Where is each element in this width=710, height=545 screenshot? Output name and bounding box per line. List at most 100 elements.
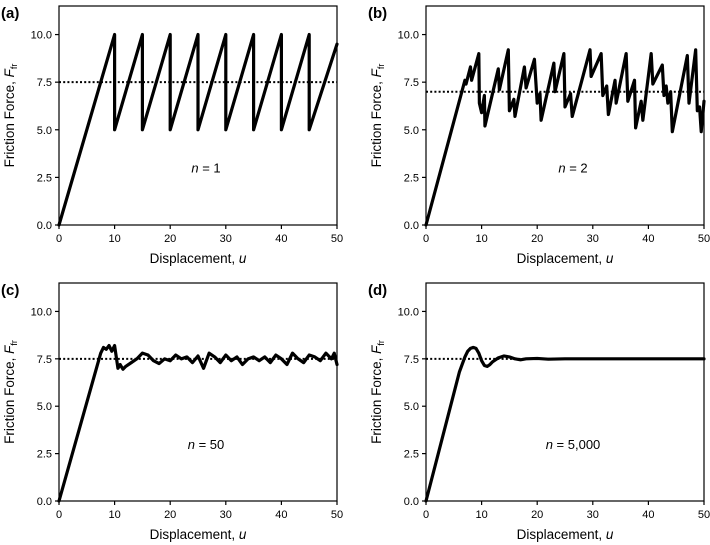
x-tick-label: 10 bbox=[108, 509, 120, 521]
x-axis-label-text: Displacement, bbox=[517, 527, 606, 542]
y-tick-label: 0.0 bbox=[37, 220, 52, 232]
y-tick-label: 0.0 bbox=[37, 496, 52, 508]
n-annotation-var: n bbox=[546, 437, 553, 452]
x-axis-label-var: u bbox=[239, 527, 247, 542]
plot-frame bbox=[58, 5, 338, 226]
x-axis-label-var: u bbox=[239, 251, 247, 266]
panel-a: 0.0 2.5 5.0 7.5 10.0 0 10 20 30 40 50 Displacement,… bbox=[1, 5, 343, 266]
panel-label: (b) bbox=[368, 5, 387, 22]
y-tick-label: 5.0 bbox=[404, 125, 419, 137]
y-tick-label: 5.0 bbox=[37, 125, 52, 137]
n-annotation: n = 5,000 bbox=[546, 437, 601, 452]
x-tick-label: 0 bbox=[423, 233, 429, 245]
panel-label: (d) bbox=[368, 282, 387, 299]
y-axis-label-sub: fr bbox=[376, 340, 386, 346]
y-tick-label: 2.5 bbox=[37, 172, 52, 184]
y-axis-label-text: Friction Force, bbox=[2, 77, 17, 167]
x-tick-label: 10 bbox=[108, 233, 120, 245]
y-axis-label-text: Friction Force, bbox=[369, 354, 384, 444]
x-tick-label: 50 bbox=[698, 233, 710, 245]
y-axis-label: Friction Force, Ffr bbox=[369, 64, 386, 168]
y-axis-label-var: F bbox=[369, 68, 384, 77]
n-annotation-var: n bbox=[188, 437, 195, 452]
y-tick-label: 2.5 bbox=[404, 449, 419, 461]
x-tick-label: 0 bbox=[423, 509, 429, 521]
x-tick-label: 30 bbox=[587, 233, 599, 245]
y-tick-label: 10.0 bbox=[31, 30, 52, 42]
x-tick-label: 20 bbox=[531, 233, 543, 245]
x-axis-label-text: Displacement, bbox=[517, 251, 606, 266]
y-tick-label: 0.0 bbox=[404, 220, 419, 232]
x-axis-label-text: Displacement, bbox=[150, 527, 239, 542]
n-annotation-var: n bbox=[191, 161, 198, 176]
x-tick-label: 0 bbox=[56, 233, 62, 245]
series-line bbox=[57, 343, 339, 503]
y-tick-label: 10.0 bbox=[398, 306, 419, 318]
y-tick-label: 7.5 bbox=[404, 354, 419, 366]
plot-frame bbox=[425, 5, 705, 226]
y-axis-label-sub: fr bbox=[9, 340, 19, 346]
y-tick-label: 5.0 bbox=[37, 401, 52, 413]
x-axis-label: Displacement, u bbox=[150, 527, 247, 542]
y-tick-label: 0.0 bbox=[404, 496, 419, 508]
y-tick-label: 7.5 bbox=[37, 354, 52, 366]
x-tick-label: 30 bbox=[220, 233, 232, 245]
n-annotation-var: n bbox=[558, 161, 565, 176]
n-annotation: n = 2 bbox=[558, 161, 587, 176]
x-axis-label: Displacement, u bbox=[517, 527, 614, 542]
plot-frame bbox=[425, 282, 705, 502]
x-tick-label: 20 bbox=[164, 233, 176, 245]
x-axis-label: Displacement, u bbox=[150, 251, 247, 266]
panel-label: (a) bbox=[1, 5, 19, 22]
x-tick-label: 40 bbox=[642, 233, 654, 245]
y-axis-label-sub: fr bbox=[376, 64, 386, 70]
y-axis-label-text: Friction Force, bbox=[369, 77, 384, 167]
n-annotation-value: = 2 bbox=[566, 161, 588, 176]
x-tick-label: 10 bbox=[475, 509, 487, 521]
x-tick-label: 20 bbox=[531, 509, 543, 521]
y-tick-label: 10.0 bbox=[398, 30, 419, 42]
series-line bbox=[424, 48, 706, 227]
y-axis-label-var: F bbox=[369, 345, 384, 354]
series-line bbox=[424, 345, 706, 503]
y-tick-label: 7.5 bbox=[37, 77, 52, 89]
y-tick-label: 2.5 bbox=[37, 449, 52, 461]
y-tick-label: 10.0 bbox=[31, 306, 52, 318]
y-axis-label: Friction Force, Ffr bbox=[2, 64, 19, 168]
plot-frame bbox=[58, 282, 338, 502]
x-tick-label: 40 bbox=[275, 509, 287, 521]
n-annotation-value: = 1 bbox=[199, 161, 221, 176]
y-axis-label-text: Friction Force, bbox=[2, 354, 17, 444]
x-tick-label: 30 bbox=[220, 509, 232, 521]
x-axis-label-var: u bbox=[606, 251, 614, 266]
x-tick-label: 50 bbox=[331, 509, 343, 521]
y-axis-label-var: F bbox=[2, 68, 17, 77]
x-tick-label: 40 bbox=[642, 509, 654, 521]
x-tick-label: 40 bbox=[275, 233, 287, 245]
n-annotation: n = 50 bbox=[188, 437, 225, 452]
x-tick-label: 0 bbox=[56, 509, 62, 521]
y-axis-label-sub: fr bbox=[9, 64, 19, 70]
n-annotation-value: = 5,000 bbox=[553, 437, 600, 452]
y-tick-label: 7.5 bbox=[404, 77, 419, 89]
y-axis-label-var: F bbox=[2, 345, 17, 354]
y-tick-label: 5.0 bbox=[404, 401, 419, 413]
panel-label: (c) bbox=[1, 282, 19, 299]
n-annotation: n = 1 bbox=[191, 161, 220, 176]
y-axis-label: Friction Force, Ffr bbox=[369, 340, 386, 444]
x-tick-label: 30 bbox=[587, 509, 599, 521]
x-axis-label-text: Displacement, bbox=[150, 251, 239, 266]
x-tick-label: 50 bbox=[698, 509, 710, 521]
x-axis-label: Displacement, u bbox=[517, 251, 614, 266]
x-tick-label: 20 bbox=[164, 509, 176, 521]
n-annotation-value: = 50 bbox=[195, 437, 224, 452]
panel-b: 0.0 2.5 5.0 7.5 10.0 0 10 20 30 40 50 Displacement,… bbox=[368, 5, 710, 266]
panel-d: 0.0 2.5 5.0 7.5 10.0 0 10 20 30 40 50 Displacement,… bbox=[368, 282, 710, 542]
y-tick-label: 2.5 bbox=[404, 172, 419, 184]
series-line bbox=[57, 32, 339, 227]
y-axis-label: Friction Force, Ffr bbox=[2, 340, 19, 444]
x-tick-label: 50 bbox=[331, 233, 343, 245]
x-tick-label: 10 bbox=[475, 233, 487, 245]
x-axis-label-var: u bbox=[606, 527, 614, 542]
